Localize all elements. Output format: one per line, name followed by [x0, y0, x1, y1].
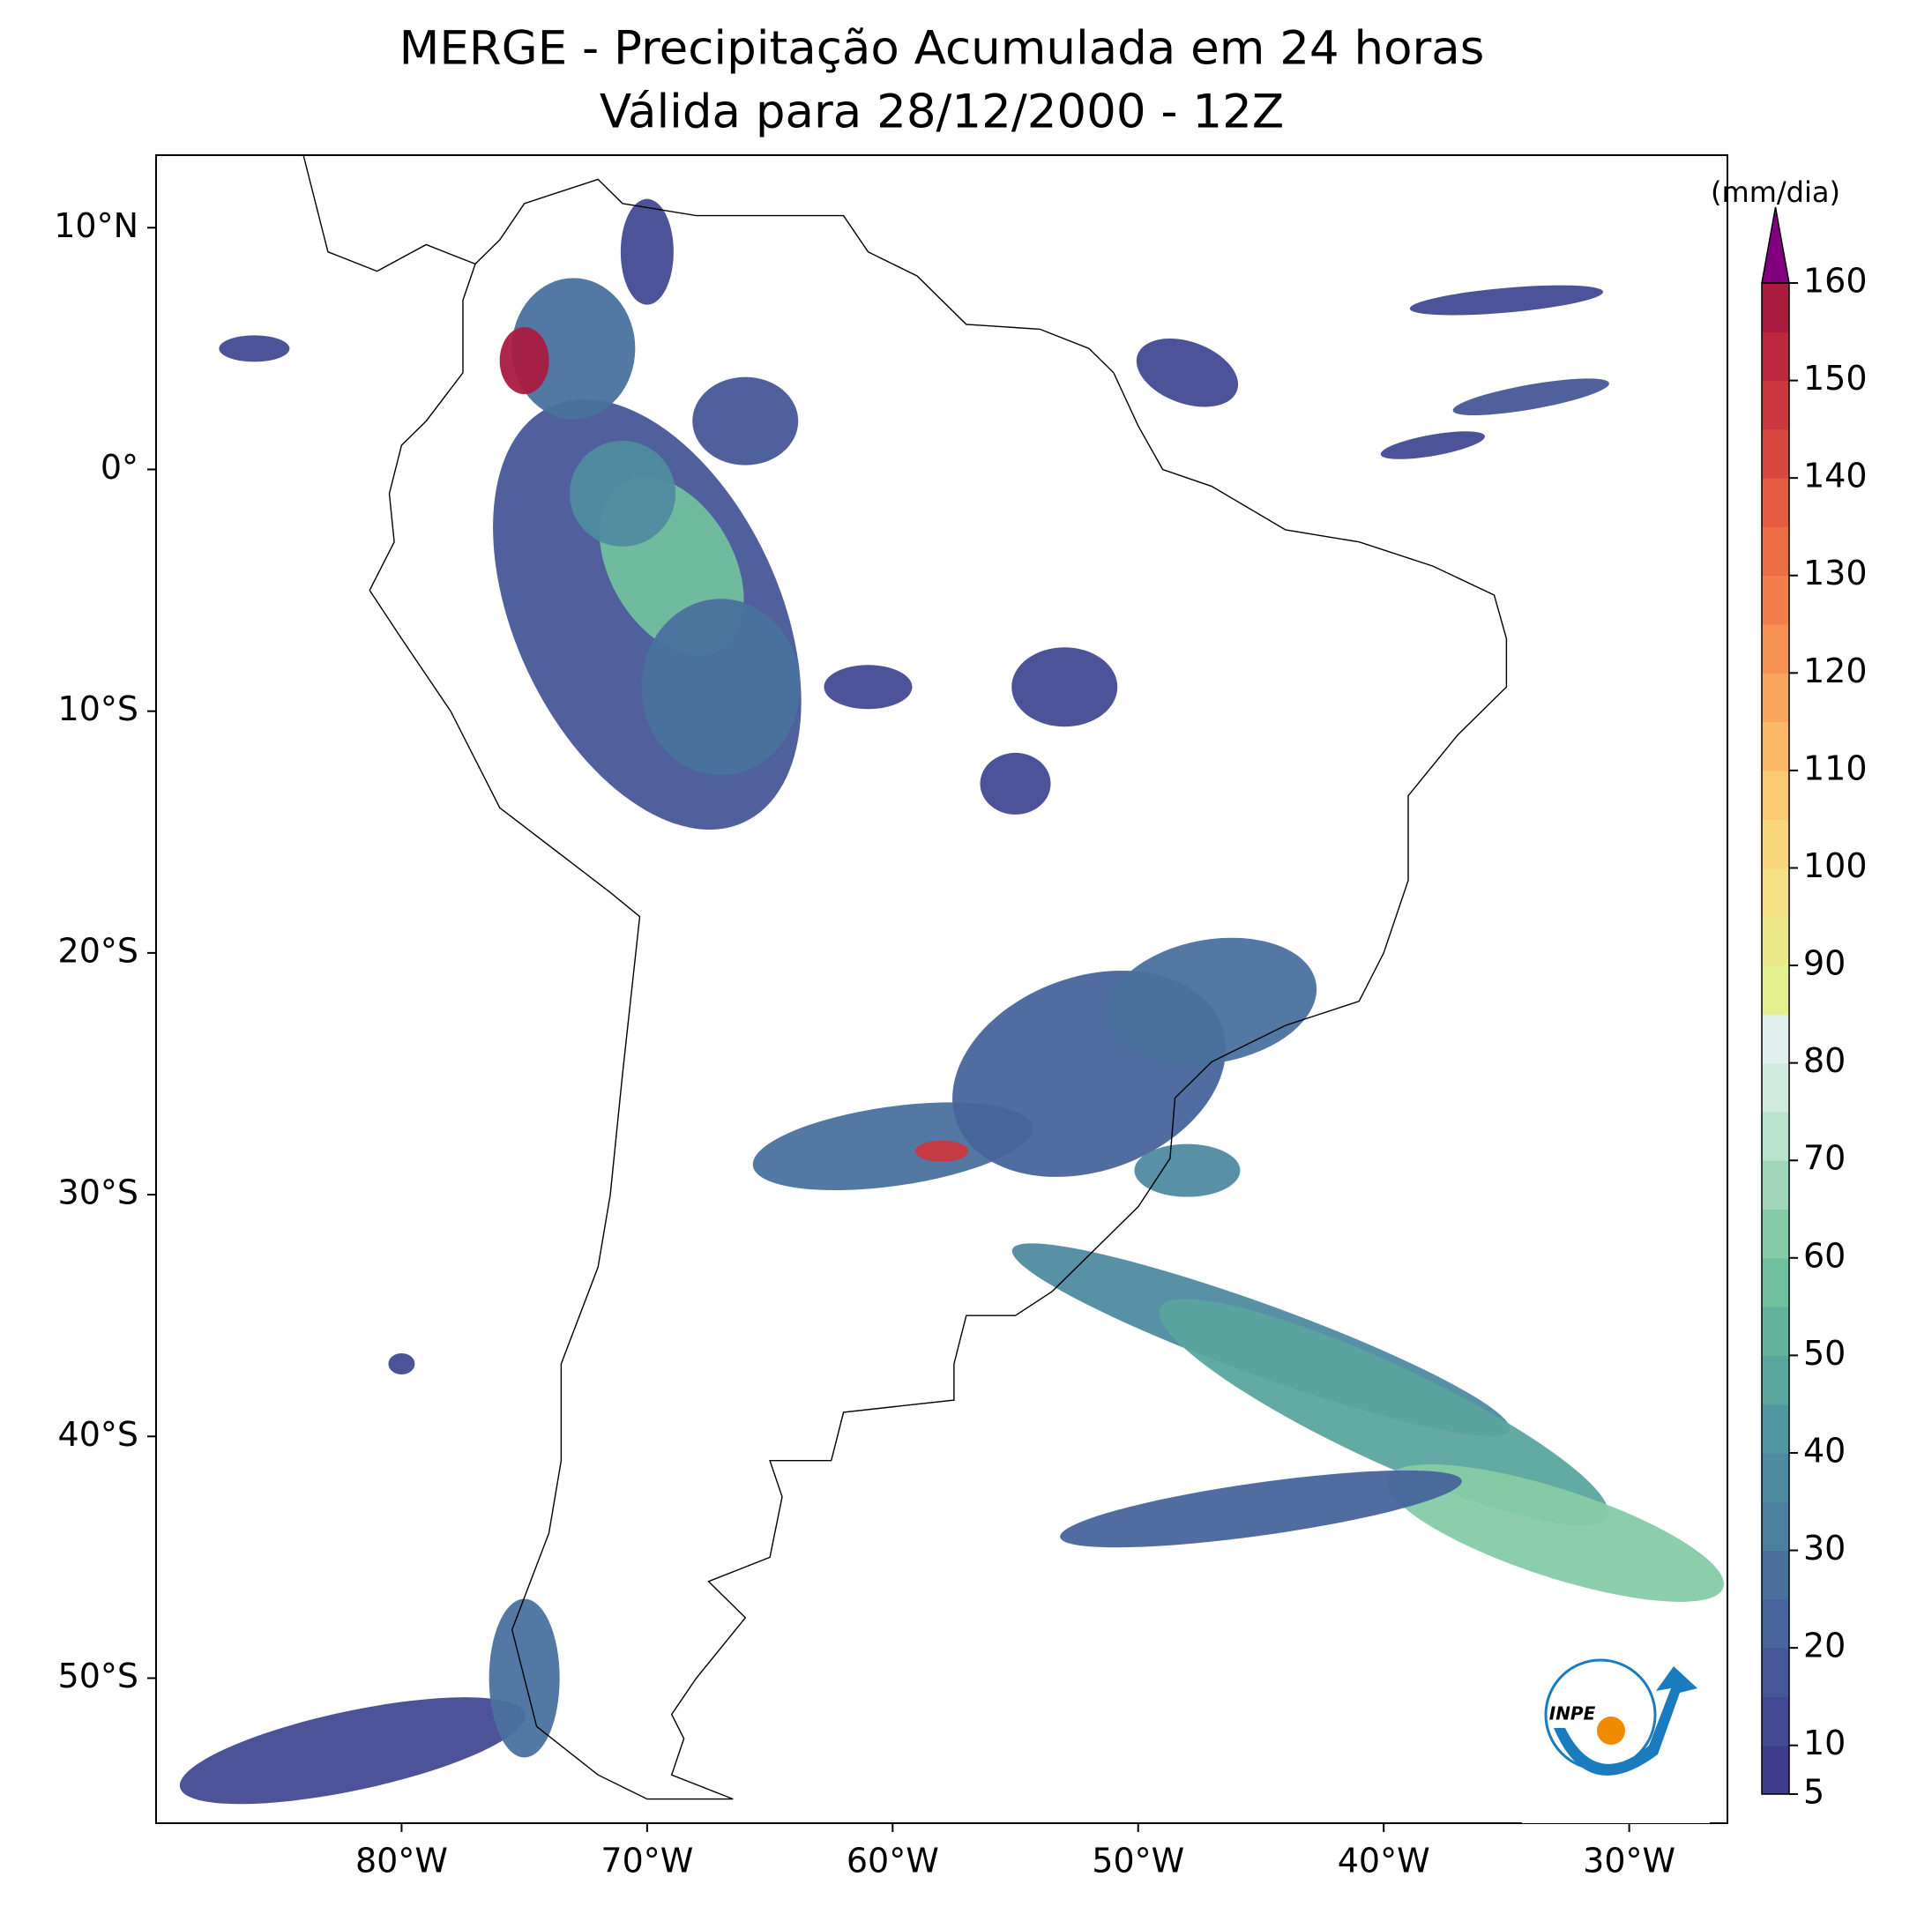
- y-tick-label: 40°S: [58, 1415, 138, 1454]
- colorbar-band: [1762, 1209, 1789, 1259]
- colorbar-tick-label: 120: [1803, 652, 1868, 690]
- colorbar-tick-label: 20: [1803, 1627, 1846, 1665]
- colorbar-band: [1762, 1648, 1789, 1697]
- colorbar: 5 10 20 30 40 50 60 70 80 90 100 110 120 130 140 150 160…: [1711, 175, 1867, 1812]
- precip-area: [915, 1140, 968, 1162]
- x-tick-label: 40°W: [1338, 1842, 1430, 1880]
- precip-area: [641, 599, 801, 776]
- colorbar-band: [1762, 1598, 1789, 1649]
- precip-area: [1159, 1299, 1609, 1526]
- colorbar-band: [1762, 428, 1789, 479]
- precip-area: [1136, 339, 1239, 407]
- colorbar-band: [1762, 1307, 1789, 1356]
- colorbar-tick-label: 50: [1803, 1334, 1846, 1373]
- precip-area: [179, 1697, 526, 1805]
- precip-area: [1452, 378, 1609, 416]
- colorbar-tick-label: 140: [1803, 457, 1868, 495]
- colorbar-tick-label: 70: [1803, 1139, 1846, 1178]
- colorbar-tick-label: 30: [1803, 1529, 1846, 1568]
- map-frame: [155, 154, 1728, 1824]
- colorbar-tick-label: 10: [1803, 1724, 1846, 1762]
- colorbar-band: [1762, 1550, 1789, 1600]
- map-area: [179, 155, 1724, 1805]
- colorbar-band: [1762, 1111, 1789, 1161]
- colorbar-tick-label: 130: [1803, 554, 1868, 592]
- x-tick-label: 30°W: [1583, 1842, 1675, 1880]
- colorbar-tick-label: 5: [1803, 1773, 1824, 1812]
- x-tick-label: 60°W: [847, 1842, 939, 1880]
- precip-area: [570, 440, 676, 547]
- x-tick-label: 70°W: [600, 1842, 693, 1880]
- colorbar-band: [1762, 1745, 1789, 1795]
- precip-area: [980, 752, 1051, 815]
- colorbar-tick-label: 110: [1803, 748, 1868, 787]
- colorbar-band: [1762, 1160, 1789, 1210]
- colorbar-tick-label: 80: [1803, 1041, 1846, 1080]
- colorbar-band: [1762, 380, 1789, 430]
- colorbar-band: [1762, 1696, 1789, 1746]
- colorbar-frame: [1761, 282, 1790, 1795]
- colorbar-band: [1762, 1014, 1789, 1064]
- precip-area: [219, 335, 290, 362]
- colorbar-band: [1762, 916, 1789, 966]
- colorbar-tick-label: 60: [1803, 1236, 1846, 1275]
- precip-area: [824, 665, 913, 710]
- colorbar-band: [1762, 1404, 1789, 1454]
- colorbar-tick-label: 160: [1803, 262, 1868, 301]
- colorbar-band: [1762, 478, 1789, 527]
- colorbar-tick-label: 100: [1803, 846, 1868, 885]
- logo-arrow: [1554, 1666, 1697, 1776]
- y-tick-label: 50°S: [58, 1657, 138, 1695]
- precip-area: [1107, 937, 1317, 1065]
- colorbar-band: [1762, 965, 1789, 1015]
- colorbar-band: [1762, 1452, 1789, 1502]
- y-tick-label: 10°N: [54, 206, 138, 245]
- logo-dot: [1597, 1717, 1625, 1745]
- precip-area: [1060, 1470, 1462, 1548]
- colorbar-band: [1762, 1062, 1789, 1113]
- colorbar-band: [1762, 526, 1789, 577]
- colorbar-band: [1762, 1355, 1789, 1405]
- title: MERGE - Precipitação Acumulada em 24 hor…: [399, 22, 1485, 76]
- x-tick-label: 50°W: [1092, 1842, 1184, 1880]
- precip-area: [620, 198, 674, 305]
- logo: INPE: [1522, 1616, 1710, 1823]
- colorbar-band: [1762, 1257, 1789, 1307]
- precip-area: [1409, 285, 1603, 316]
- colorbar-band: [1762, 721, 1789, 771]
- central-america: [302, 155, 476, 272]
- colorbar-band: [1762, 575, 1789, 625]
- y-tick-label: 0°: [101, 448, 138, 487]
- precip-area: [388, 1353, 415, 1375]
- precip-area: [1380, 431, 1486, 459]
- logo-text: INPE: [1549, 1703, 1596, 1724]
- precip-area: [511, 278, 636, 420]
- colorbar-tick-label: 40: [1803, 1431, 1846, 1470]
- colorbar-band: [1762, 819, 1789, 868]
- colorbar-band: [1762, 624, 1789, 674]
- colorbar-band: [1762, 1501, 1789, 1552]
- precip-area: [1134, 1143, 1241, 1197]
- precip-area: [499, 327, 549, 395]
- precip-area: [1387, 1463, 1724, 1602]
- colorbar-tick-label: 150: [1803, 359, 1868, 398]
- colorbar-band: [1762, 673, 1789, 723]
- precip-area: [692, 376, 799, 465]
- colorbar-band: [1762, 331, 1789, 382]
- coastline: [369, 178, 1508, 1800]
- subtitle: Válida para 28/12/2000 - 12Z: [600, 86, 1284, 139]
- y-tick-label: 20°S: [58, 931, 138, 970]
- colorbar-label: (mm/dia): [1711, 175, 1840, 209]
- colorbar-band: [1762, 283, 1789, 332]
- colorbar-tick-label: 90: [1803, 944, 1846, 983]
- colorbar-band: [1762, 868, 1789, 918]
- precip-area: [1011, 647, 1118, 727]
- x-tick-label: 80°W: [355, 1842, 448, 1880]
- colorbar-extend: [1761, 206, 1790, 284]
- y-tick-label: 30°S: [58, 1173, 138, 1212]
- colorbar-band: [1762, 770, 1789, 820]
- y-tick-label: 10°S: [58, 689, 138, 728]
